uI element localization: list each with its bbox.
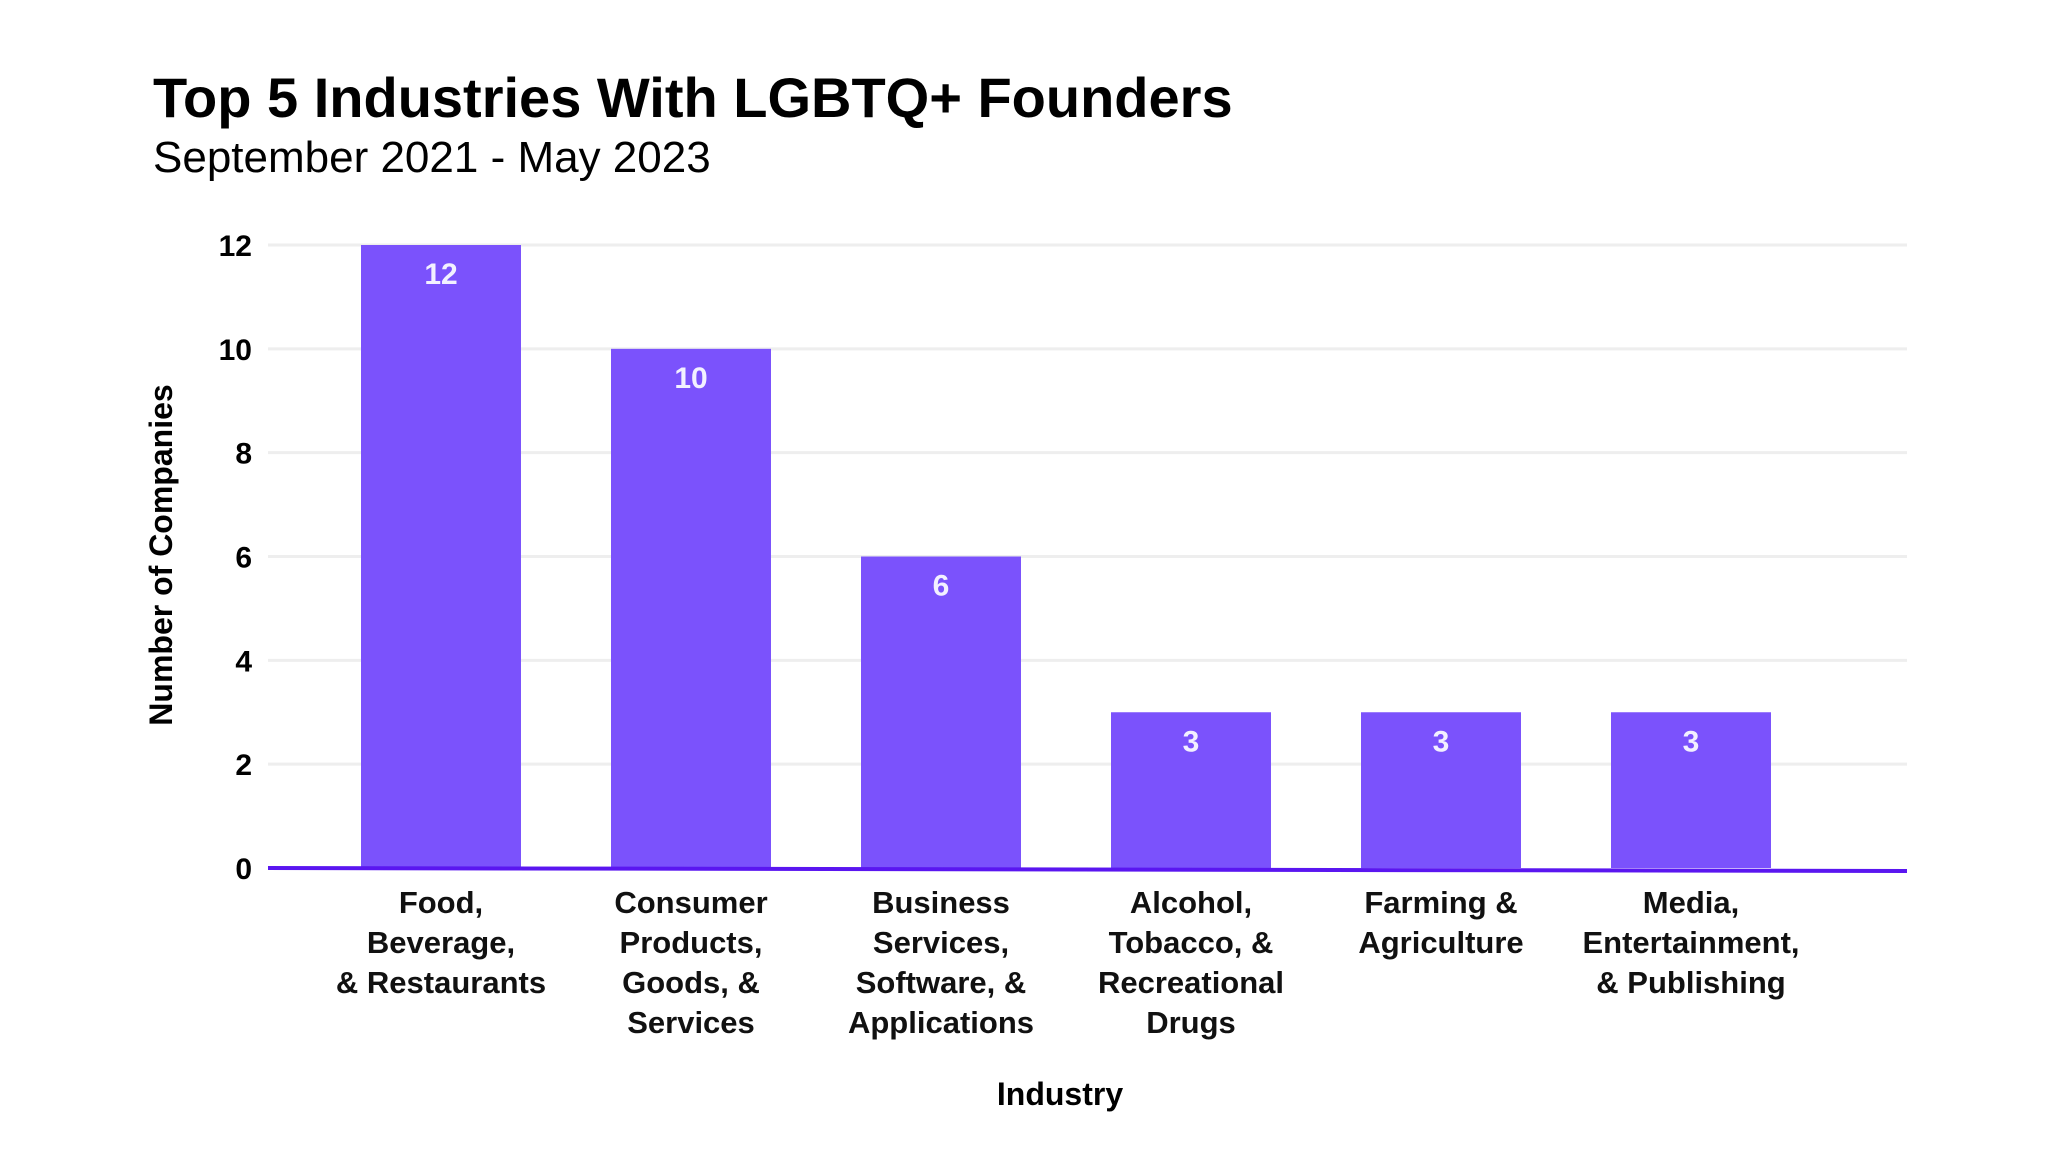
y-axis-title: Number of Companies (143, 384, 179, 725)
chart-subtitle: September 2021 - May 2023 (153, 133, 711, 182)
y-tick-label: 2 (235, 749, 252, 782)
data-label: 3 (1183, 725, 1200, 758)
x-tick-label: Business (872, 885, 1010, 920)
x-tick-label: Food, (399, 885, 483, 920)
y-tick-label: 0 (235, 853, 252, 886)
bars: 12 10 6 3 3 3 (361, 245, 1771, 868)
x-axis-title: Industry (997, 1076, 1123, 1112)
x-tick-label: Services (627, 1005, 755, 1040)
data-label: 3 (1433, 725, 1450, 758)
x-tick-label: Recreational (1098, 965, 1284, 1000)
x-tick-label: Beverage, (367, 925, 515, 960)
y-tick-label: 6 (235, 542, 252, 575)
bar (1361, 712, 1521, 868)
y-tick-label: 4 (235, 645, 252, 678)
chart-title: Top 5 Industries With LGBTQ+ Founders (153, 66, 1233, 129)
x-tick-label: Agriculture (1358, 925, 1523, 960)
x-tick-label: Media, (1643, 885, 1739, 920)
x-tick-label: Drugs (1146, 1005, 1236, 1040)
x-tick-label: Consumer (614, 885, 767, 920)
x-tick-label: Goods, & (622, 965, 760, 1000)
data-label: 3 (1683, 725, 1700, 758)
x-tick-label: & Publishing (1596, 965, 1785, 1000)
x-tick-label: Entertainment, (1582, 925, 1799, 960)
x-tick-label: Farming & (1364, 885, 1517, 920)
bar (1111, 712, 1271, 868)
x-tick-label: Services, (873, 925, 1009, 960)
x-axis-categories: Food, Beverage, & Restaurants Consumer Produ… (336, 885, 1800, 1040)
data-label: 12 (424, 258, 457, 291)
x-tick-label: Products, (620, 925, 763, 960)
x-tick-label: Applications (848, 1005, 1034, 1040)
data-label: 10 (674, 362, 707, 395)
x-axis-line (267, 866, 1908, 873)
y-tick-label: 10 (219, 334, 252, 367)
y-tick-label: 12 (219, 230, 252, 263)
y-tick-label: 8 (235, 438, 252, 471)
x-tick-label: Alcohol, (1130, 885, 1252, 920)
bar (361, 245, 521, 868)
bar (861, 556, 1021, 868)
x-tick-label: & Restaurants (336, 965, 546, 1000)
x-tick-label: Software, & (856, 965, 1027, 1000)
bar (1611, 712, 1771, 868)
data-label: 6 (933, 570, 950, 603)
x-tick-label: Tobacco, & (1109, 925, 1274, 960)
bar (611, 348, 771, 868)
y-axis-ticks: 0 2 4 6 8 10 12 (219, 230, 253, 886)
